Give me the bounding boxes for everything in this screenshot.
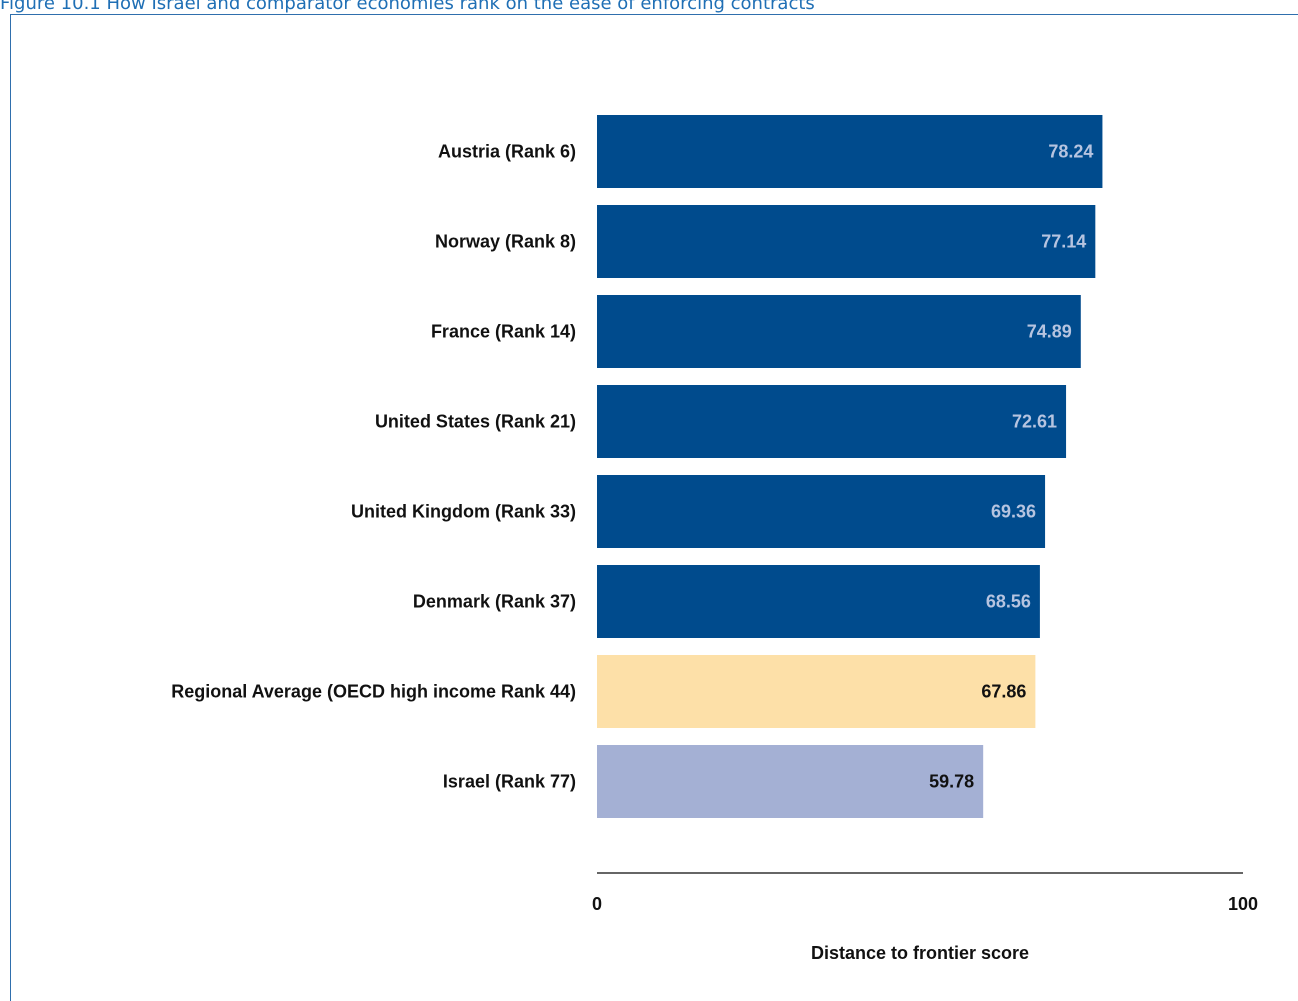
value-label-0: 78.24 [1048, 142, 1093, 162]
category-label-2: France (Rank 14) [431, 322, 576, 342]
value-label-6: 67.86 [981, 682, 1026, 702]
bar-3 [597, 385, 1067, 458]
figure-title: Figure 10.1 How Israel and comparator ec… [0, 0, 815, 14]
category-label-6: Regional Average (OECD high income Rank … [171, 682, 576, 702]
bar-2 [597, 295, 1081, 368]
bar-6 [597, 655, 1036, 728]
bar-0 [597, 115, 1103, 188]
value-label-1: 77.14 [1041, 232, 1086, 252]
figure-frame [10, 14, 1298, 1001]
x-tick-label-100: 100 [1228, 894, 1258, 914]
category-label-4: United Kingdom (Rank 33) [351, 502, 576, 522]
value-label-2: 74.89 [1027, 322, 1072, 342]
x-tick-label-0: 0 [592, 894, 602, 914]
bars-group: Austria (Rank 6) 78.24 Norway (Rank 8) 77.1… [171, 115, 1103, 818]
bar-7 [597, 745, 984, 818]
category-label-3: United States (Rank 21) [375, 412, 576, 432]
category-label-1: Norway (Rank 8) [435, 232, 576, 252]
value-label-4: 69.36 [991, 502, 1036, 522]
value-label-3: 72.61 [1012, 412, 1057, 432]
value-label-5: 68.56 [986, 592, 1031, 612]
bar-1 [597, 205, 1096, 278]
category-label-5: Denmark (Rank 37) [413, 592, 576, 612]
bar-5 [597, 565, 1040, 638]
value-label-7: 59.78 [929, 772, 974, 792]
x-axis-title: Distance to frontier score [811, 943, 1029, 963]
bar-4 [597, 475, 1046, 548]
category-label-0: Austria (Rank 6) [438, 142, 576, 162]
category-label-7: Israel (Rank 77) [443, 772, 576, 792]
